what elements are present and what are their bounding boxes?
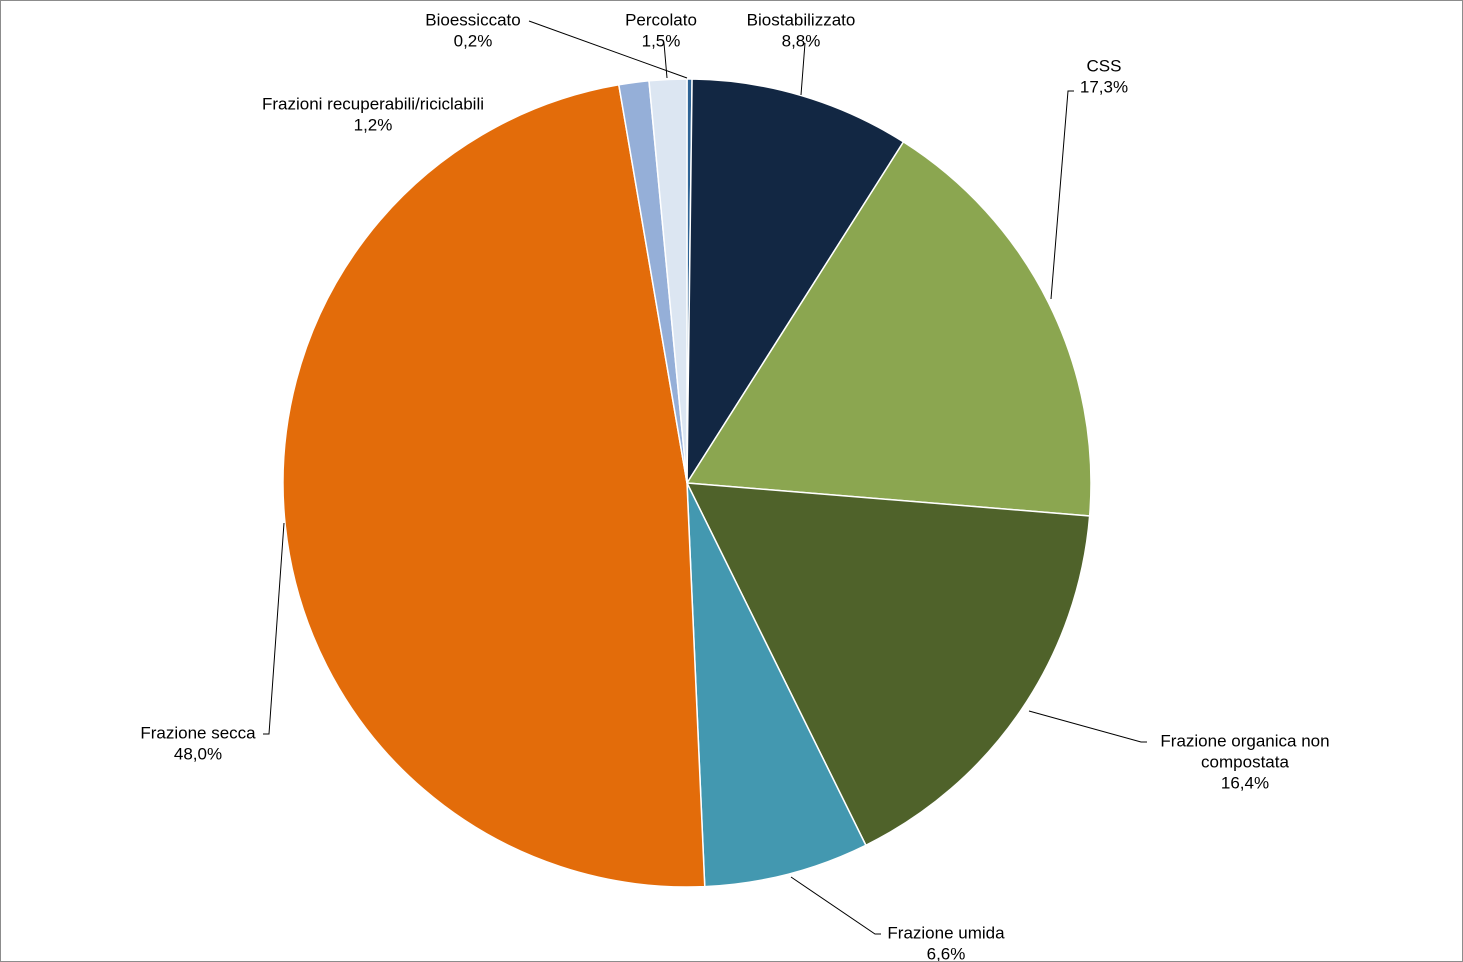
data-label-value-bioessiccato: 0,2% [454,31,493,50]
data-label-value-biostabilizzato: 8,8% [782,31,821,50]
leader-line-bioessiccato [528,20,688,79]
leader-line-frazione-secca [263,522,285,735]
pie-slice-frazione-umida [686,482,867,888]
pie-slice-frazione-organica-non-compostata [685,482,1091,847]
data-label-name-frazione-organica-non-compostata: Frazione organica non [1160,731,1329,750]
pie-slice-percolato [648,78,688,484]
data-label-name-percolato: Percolato [625,10,697,29]
data-label-name-frazione-organica-non-compostata: compostata [1201,752,1289,771]
data-label-value-frazione-organica-non-compostata: 16,4% [1221,773,1269,792]
data-label-value-frazioni-recuperabili-riciclabili: 1,2% [354,115,393,134]
data-label-value-percolato: 1,5% [642,31,681,50]
data-label-value-frazione-umida: 6,6% [927,944,966,961]
data-label-value-css: 17,3% [1080,77,1128,96]
leader-line-frazione-umida [790,876,881,935]
data-label-name-frazioni-recuperabili-riciclabili: Frazioni recuperabili/riciclabili [262,94,484,113]
data-label-name-frazione-secca: Frazione secca [140,723,256,742]
data-label-value-frazione-secca: 48,0% [174,744,222,763]
data-label-name-bioessiccato: Bioessiccato [425,10,520,29]
data-label-name-frazione-umida: Frazione umida [887,923,1005,942]
pie-slice-biostabilizzato [686,78,905,486]
pie-slice-frazione-secca [282,83,706,888]
leader-line-frazione-organica-non-compostata [1028,710,1147,743]
data-label-name-biostabilizzato: Biostabilizzato [747,10,856,29]
leader-line-biostabilizzato [800,42,806,96]
leader-line-percolato [663,42,668,79]
data-label-name-css: CSS [1087,56,1122,75]
leader-line-css [1050,90,1074,300]
pie-slice-css [685,140,1092,517]
